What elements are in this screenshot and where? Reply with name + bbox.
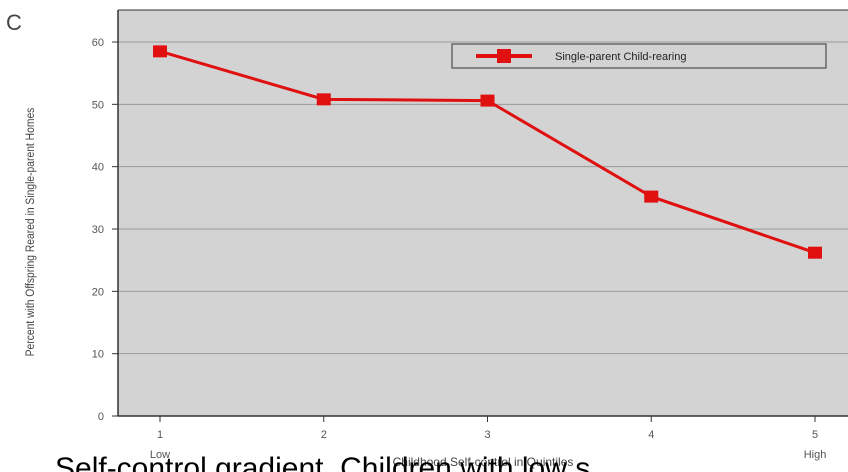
axes <box>117 9 848 417</box>
x-tick-label: 2 <box>321 429 327 441</box>
y-tick-label: 40 <box>92 162 104 174</box>
y-tick-label: 60 <box>92 37 104 49</box>
y-axis-label: Percent with Offspring Reared in Single-… <box>24 107 37 356</box>
y-tick-label: 50 <box>92 99 104 111</box>
caption-text: Self-control gradient. Children with low… <box>55 452 590 472</box>
panel-label: C <box>6 10 22 35</box>
data-point <box>808 246 822 259</box>
x-tick-label: 3 <box>484 429 490 441</box>
x-tick-label: 5 <box>812 429 818 441</box>
legend-label: Single-parent Child-rearing <box>555 51 686 63</box>
series <box>153 45 822 259</box>
x-tick-sublabel: High <box>804 449 827 461</box>
data-point <box>316 93 331 106</box>
x-axis-label: Childhood Self-control in Quintiles <box>393 455 574 469</box>
y-tick-label: 0 <box>98 411 104 423</box>
legend-marker-swatch <box>497 49 511 63</box>
data-point <box>153 45 167 58</box>
data-point <box>644 190 659 203</box>
y-tick-labels: 0 10 20 30 40 50 60 <box>92 37 104 423</box>
y-tick-label: 30 <box>92 224 104 236</box>
x-tick-labels: 1 Low 2 3 4 5 High <box>150 416 826 461</box>
x-tick-label: 4 <box>648 429 654 441</box>
y-tick-label: 20 <box>92 286 104 298</box>
x-tick-sublabel: Low <box>150 449 170 461</box>
legend: Single-parent Child-rearing <box>451 43 827 69</box>
data-point <box>480 94 495 107</box>
x-tick-label: 1 <box>157 429 163 441</box>
y-tick-label: 10 <box>92 349 104 361</box>
plot-area <box>118 10 848 416</box>
